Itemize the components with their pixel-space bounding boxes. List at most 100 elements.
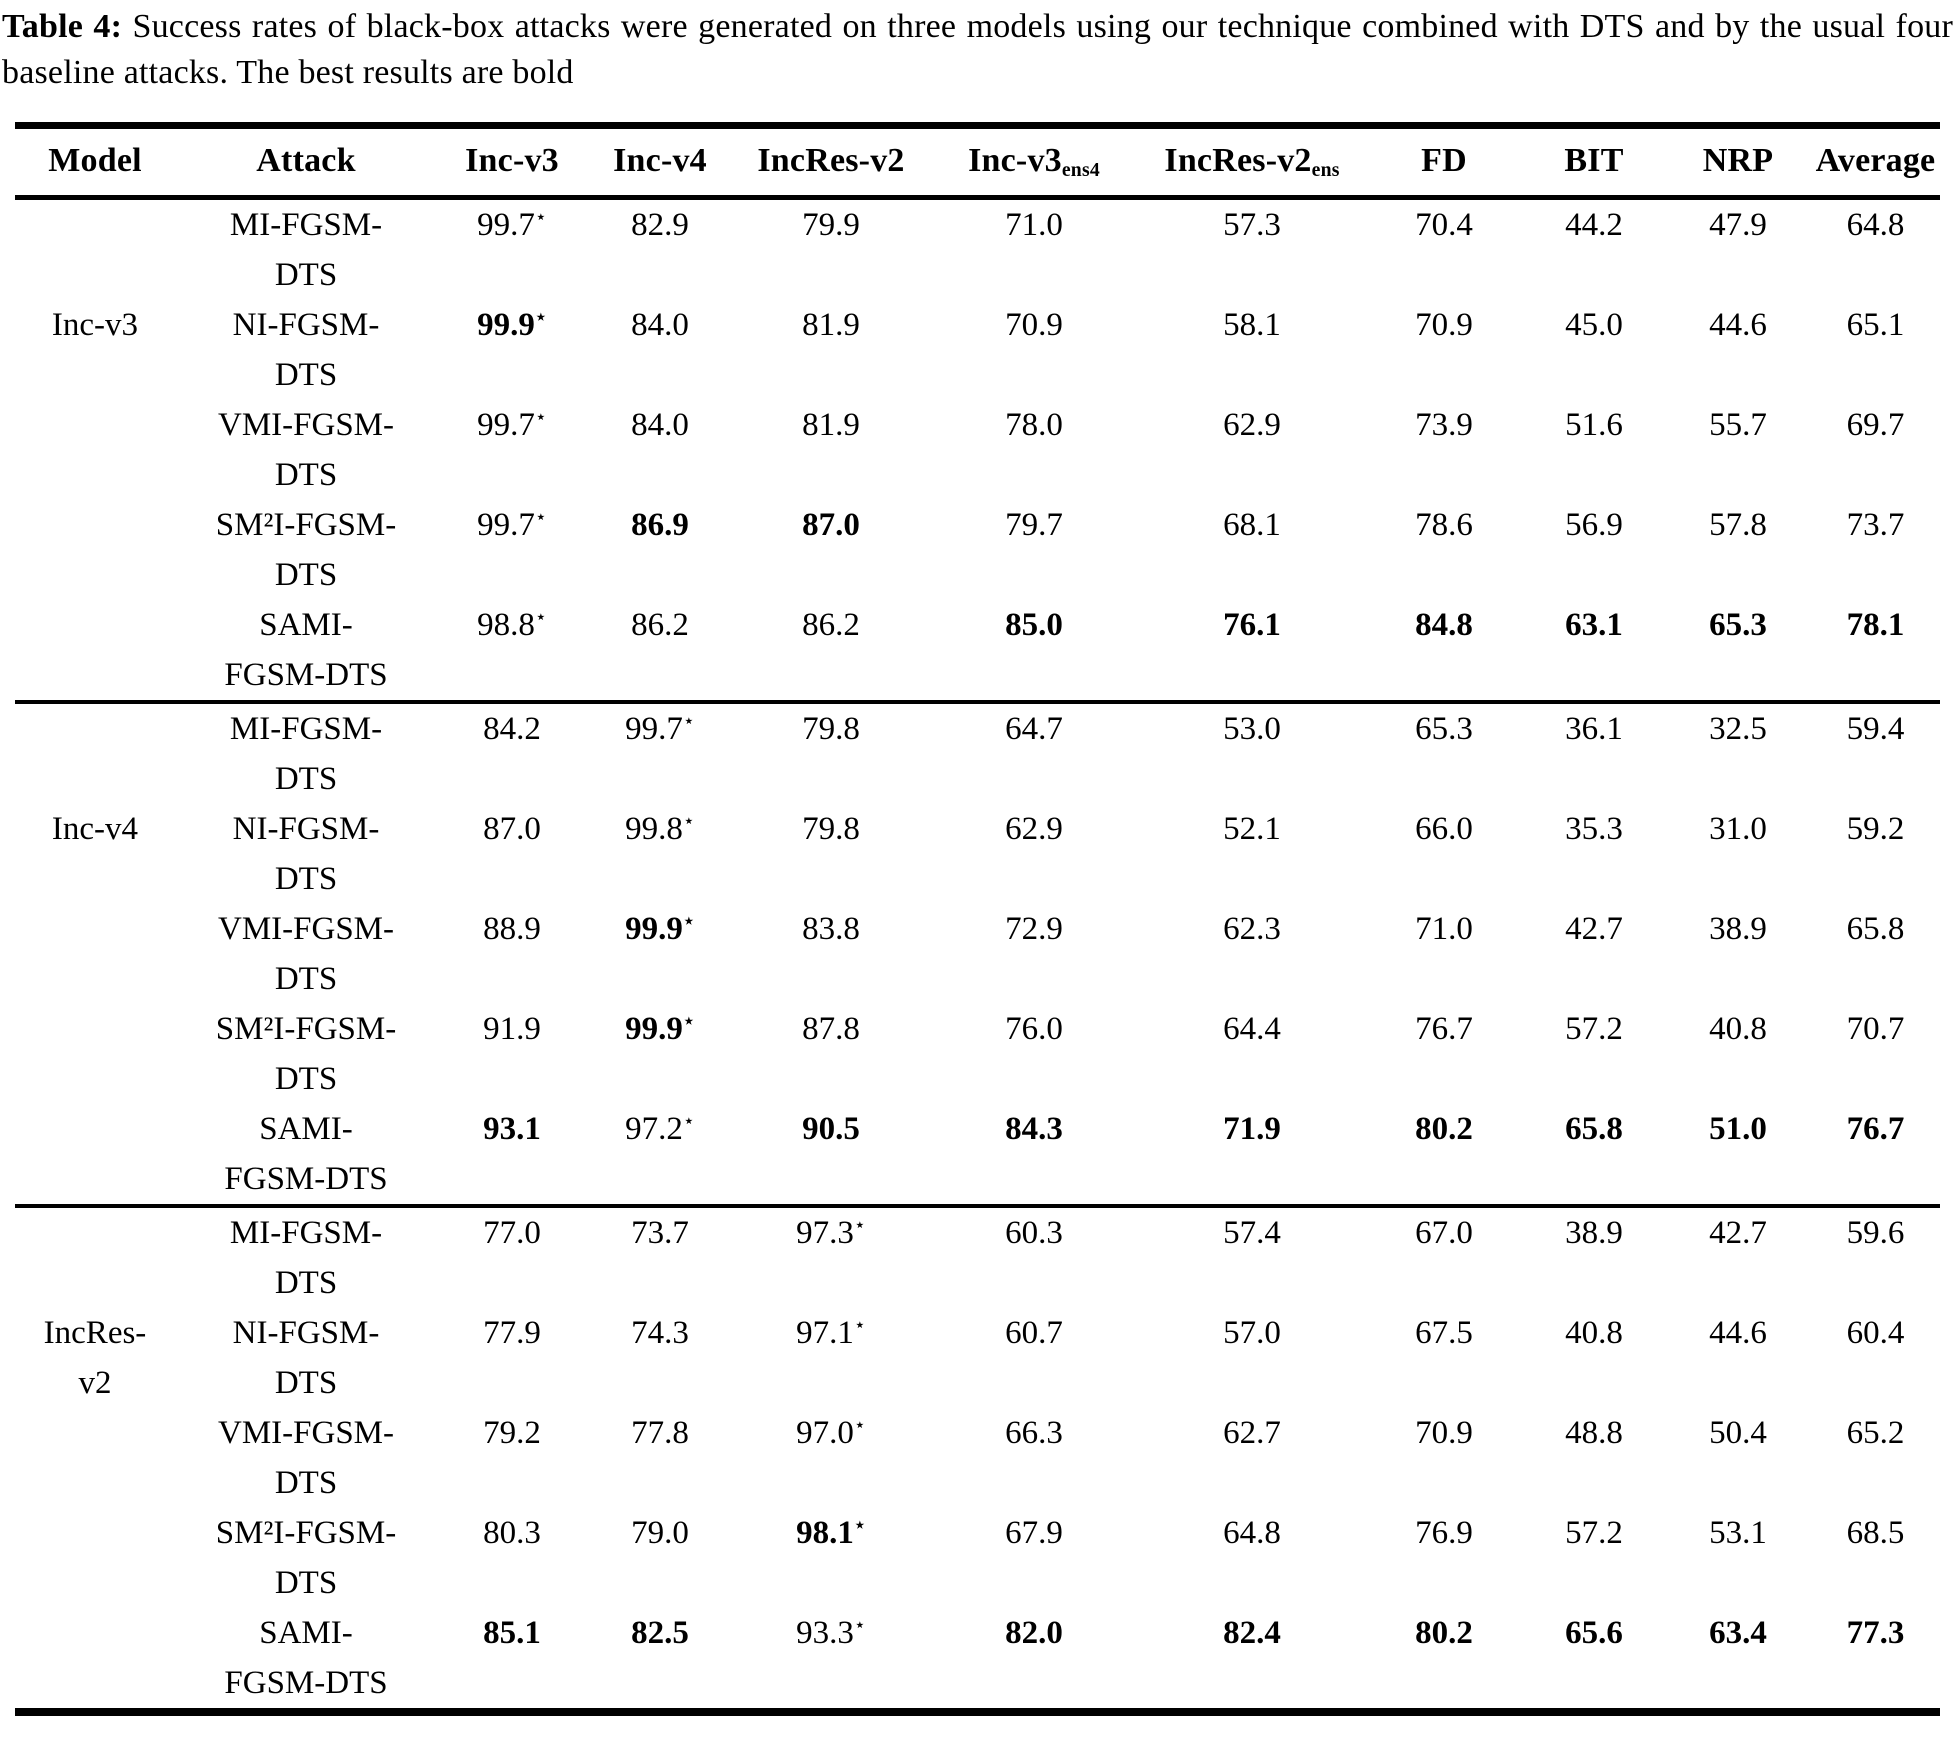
model-cell-inc-v3: Inc-v3 xyxy=(15,197,175,704)
attack-label-line: SAMI- xyxy=(259,1615,353,1651)
model-label: IncRes-v2 xyxy=(15,1308,175,1408)
row-inc-v3-sm-i-fgsm-dts: SM²I-FGSM- DTS 99.7⋆ 86.9 87.0 79.7 68.1 78.6 56… xyxy=(15,500,1940,600)
attack-label-line: DTS xyxy=(274,457,338,493)
attack-label-line: DTS xyxy=(274,557,338,593)
value-cell-incres-v2-sm-i-fgsm-dts-inc-v4: 79.0 xyxy=(631,1515,689,1551)
value-cell-inc-v4-mi-fgsm-dts-inc-v3: 84.2 xyxy=(483,711,541,747)
value-cell-incres-v2-vmi-fgsm-dts-incres-v2ens: 62.7 xyxy=(1223,1415,1281,1451)
value-cell-incres-v2-ni-fgsm-dts-inc-v3: 77.9 xyxy=(483,1315,541,1351)
value-cell-inc-v3-vmi-fgsm-dts-average: 69.7 xyxy=(1846,407,1905,443)
value-cell-incres-v2-vmi-fgsm-dts-incres-v2: 97.0⋆ xyxy=(796,1413,866,1451)
attack-label-line: SAMI- xyxy=(259,607,353,643)
attack-label-line: DTS xyxy=(274,257,338,293)
value-cell-inc-v3-vmi-fgsm-dts-inc-v4: 84.0 xyxy=(631,407,689,443)
model-label-line: Inc-v4 xyxy=(51,811,139,847)
value-cell-inc-v4-sami-fgsm-dts-fd: 80.2 xyxy=(1365,1104,1523,1208)
value-cell-incres-v2-vmi-fgsm-dts-nrp: 50.4 xyxy=(1709,1415,1767,1451)
value-cell-incres-v2-mi-fgsm-dts-nrp: 42.7 xyxy=(1709,1215,1767,1251)
value-cell-inc-v4-ni-fgsm-dts-fd: 66.0 xyxy=(1415,811,1473,847)
value-cell-inc-v4-sami-fgsm-dts-average: 76.7 xyxy=(1811,1104,1940,1208)
value-cell-incres-v2-sm-i-fgsm-dts-incres-v2ens: 64.8 xyxy=(1223,1515,1281,1551)
value-cell-inc-v3-sm-i-fgsm-dts-incres-v2ens: 68.1 xyxy=(1223,507,1281,543)
value-cell-incres-v2-sm-i-fgsm-dts-incres-v2: 98.1⋆ xyxy=(796,1513,866,1551)
value-cell-inc-v4-sm-i-fgsm-dts-incres-v2: 87.8 xyxy=(802,1011,860,1047)
value-cell-inc-v4-sm-i-fgsm-dts-bit: 57.2 xyxy=(1565,1011,1623,1047)
attack-label-line: DTS xyxy=(274,861,338,897)
value-cell-incres-v2-ni-fgsm-dts-bit: 40.8 xyxy=(1565,1315,1623,1351)
value-cell-inc-v3-sami-fgsm-dts-bit: 63.1 xyxy=(1523,600,1665,704)
col-header-nrp: NRP xyxy=(1665,125,1811,200)
value-cell-incres-v2-ni-fgsm-dts-incres-v2ens: 57.0 xyxy=(1223,1315,1281,1351)
value-cell-inc-v4-mi-fgsm-dts-inc-v3ens4: 64.7 xyxy=(1005,711,1063,747)
model-cell-incres-v2: IncRes-v2 xyxy=(15,1206,175,1712)
value-cell-incres-v2-mi-fgsm-dts-inc-v4: 73.7 xyxy=(631,1215,689,1251)
white-box-star-marker: ⋆ xyxy=(682,1109,695,1132)
attack-cell-sami-fgsm-dts: SAMI- FGSM-DTS xyxy=(175,1104,437,1208)
value-cell-incres-v2-sm-i-fgsm-dts-nrp: 53.1 xyxy=(1709,1515,1767,1551)
value-cell-incres-v2-vmi-fgsm-dts-inc-v4: 77.8 xyxy=(631,1415,689,1451)
row-inc-v3-vmi-fgsm-dts: VMI-FGSM- DTS 99.7⋆ 84.0 81.9 78.0 62.9 73.9 51.… xyxy=(15,400,1940,500)
white-box-star-marker: ⋆ xyxy=(534,505,547,528)
white-box-star-marker: ⋆ xyxy=(682,809,695,832)
col-header-average: Average xyxy=(1811,125,1940,200)
value-cell-inc-v3-sami-fgsm-dts-fd: 84.8 xyxy=(1365,600,1523,704)
value-cell-inc-v3-vmi-fgsm-dts-fd: 73.9 xyxy=(1415,407,1473,443)
attack-label-line: NI-FGSM- xyxy=(232,307,380,343)
value-cell-incres-v2-ni-fgsm-dts-average: 60.4 xyxy=(1846,1315,1905,1351)
value-cell-inc-v4-sm-i-fgsm-dts-average: 70.7 xyxy=(1846,1011,1905,1047)
white-box-star-marker: ⋆ xyxy=(534,305,547,328)
attack-label-line: DTS xyxy=(274,961,338,997)
value-cell-inc-v3-ni-fgsm-dts-average: 65.1 xyxy=(1846,307,1905,343)
value-cell-incres-v2-ni-fgsm-dts-incres-v2: 97.1⋆ xyxy=(796,1313,866,1351)
model-label-line: Inc-v3 xyxy=(51,307,139,343)
value-cell-incres-v2-mi-fgsm-dts-inc-v3: 77.0 xyxy=(483,1215,541,1251)
value-cell-inc-v3-sm-i-fgsm-dts-bit: 56.9 xyxy=(1565,507,1623,543)
col-header-fd: FD xyxy=(1365,125,1523,200)
paper-page: Table 4: Success rates of black-box atta… xyxy=(0,4,1955,1739)
value-cell-inc-v3-vmi-fgsm-dts-inc-v3: 99.7⋆ xyxy=(477,405,547,443)
table-body: Inc-v3 MI-FGSM- DTS 99.7⋆ 82.9 79.9 71.0 57.3 70… xyxy=(15,197,1940,1713)
value-cell-inc-v3-sami-fgsm-dts-incres-v2: 86.2 xyxy=(733,600,929,704)
value-cell-inc-v4-ni-fgsm-dts-inc-v3ens4: 62.9 xyxy=(1005,811,1063,847)
value-cell-inc-v4-vmi-fgsm-dts-incres-v2: 83.8 xyxy=(802,911,860,947)
value-cell-incres-v2-vmi-fgsm-dts-fd: 70.9 xyxy=(1415,1415,1473,1451)
value-cell-inc-v4-sm-i-fgsm-dts-nrp: 40.8 xyxy=(1709,1011,1767,1047)
value-cell-inc-v4-mi-fgsm-dts-incres-v2ens: 53.0 xyxy=(1223,711,1281,747)
row-incres-v2-sami-fgsm-dts: SAMI- FGSM-DTS 85.1 82.5 93.3⋆ 82.0 82.4 80.2 65… xyxy=(15,1608,1940,1712)
row-incres-v2-sm-i-fgsm-dts: SM²I-FGSM- DTS 80.3 79.0 98.1⋆ 67.9 64.8 76.9 57… xyxy=(15,1508,1940,1608)
attack-label-line: DTS xyxy=(274,761,338,797)
value-cell-incres-v2-vmi-fgsm-dts-average: 65.2 xyxy=(1846,1415,1905,1451)
value-cell-inc-v4-ni-fgsm-dts-incres-v2ens: 52.1 xyxy=(1223,811,1281,847)
value-cell-inc-v4-mi-fgsm-dts-incres-v2: 79.8 xyxy=(802,711,860,747)
value-cell-inc-v4-vmi-fgsm-dts-fd: 71.0 xyxy=(1415,911,1473,947)
value-cell-incres-v2-ni-fgsm-dts-inc-v3ens4: 60.7 xyxy=(1005,1315,1063,1351)
value-cell-inc-v3-mi-fgsm-dts-fd: 70.4 xyxy=(1415,207,1473,243)
value-cell-incres-v2-sm-i-fgsm-dts-inc-v3ens4: 67.9 xyxy=(1005,1515,1063,1551)
col-header-bit: BIT xyxy=(1523,125,1665,200)
value-cell-incres-v2-vmi-fgsm-dts-inc-v3ens4: 66.3 xyxy=(1005,1415,1063,1451)
value-cell-inc-v4-sm-i-fgsm-dts-inc-v3ens4: 76.0 xyxy=(1005,1011,1063,1047)
value-cell-inc-v4-ni-fgsm-dts-inc-v4: 99.8⋆ xyxy=(625,809,695,847)
value-cell-inc-v3-sami-fgsm-dts-inc-v3ens4: 85.0 xyxy=(929,600,1139,704)
attack-label-line: MI-FGSM- xyxy=(229,207,383,243)
value-cell-inc-v4-sami-fgsm-dts-inc-v3ens4: 84.3 xyxy=(929,1104,1139,1208)
value-cell-inc-v4-sm-i-fgsm-dts-incres-v2ens: 64.4 xyxy=(1223,1011,1281,1047)
value-cell-inc-v4-sami-fgsm-dts-incres-v2ens: 71.9 xyxy=(1139,1104,1365,1208)
header-row: Model Attack Inc-v3 Inc-v4 IncRes-v2 Inc-v3en… xyxy=(15,125,1940,200)
value-cell-incres-v2-ni-fgsm-dts-fd: 67.5 xyxy=(1415,1315,1473,1351)
value-cell-inc-v3-vmi-fgsm-dts-nrp: 55.7 xyxy=(1709,407,1767,443)
value-cell-incres-v2-sm-i-fgsm-dts-average: 68.5 xyxy=(1846,1515,1905,1551)
value-cell-incres-v2-sami-fgsm-dts-average: 77.3 xyxy=(1846,1615,1905,1651)
attack-cell-sm-i-fgsm-dts: SM²I-FGSM- DTS xyxy=(175,1508,437,1608)
attack-cell-sm-i-fgsm-dts: SM²I-FGSM- DTS xyxy=(175,500,437,600)
value-cell-inc-v4-vmi-fgsm-dts-inc-v3ens4: 72.9 xyxy=(1005,911,1063,947)
attack-cell-sami-fgsm-dts: SAMI- FGSM-DTS xyxy=(175,1608,437,1712)
row-inc-v4-mi-fgsm-dts: Inc-v4 MI-FGSM- DTS 84.2 99.7⋆ 79.8 64.7 53.0 65… xyxy=(15,702,1940,1208)
value-cell-inc-v4-ni-fgsm-dts-inc-v3: 87.0 xyxy=(483,811,541,847)
model-cell-inc-v4: Inc-v4 xyxy=(15,702,175,1208)
attack-label-line: VMI-FGSM- xyxy=(217,407,395,443)
value-cell-inc-v4-vmi-fgsm-dts-average: 65.8 xyxy=(1846,911,1905,947)
value-cell-inc-v3-sami-fgsm-dts-incres-v2ens: 76.1 xyxy=(1139,600,1365,704)
value-cell-incres-v2-vmi-fgsm-dts-bit: 48.8 xyxy=(1565,1415,1623,1451)
value-cell-inc-v3-mi-fgsm-dts-inc-v3ens4: 71.0 xyxy=(1005,207,1063,243)
